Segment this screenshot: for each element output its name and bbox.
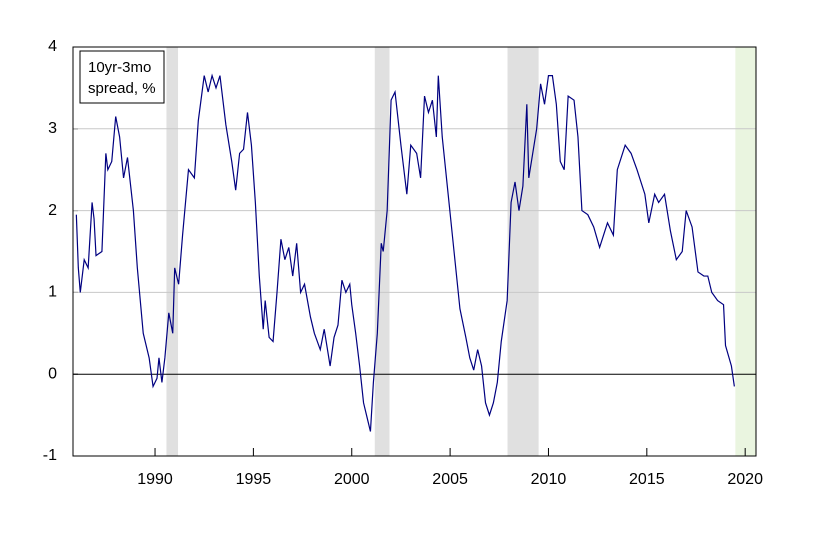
x-tick-label: 2005 [432,471,468,488]
x-tick-label: 2020 [727,471,763,488]
plot-frame [72,46,757,457]
recession-band [374,47,390,456]
y-tick-label: 4 [48,38,57,55]
x-tick-label: 1995 [236,471,272,488]
x-tick-label: 2010 [531,471,567,488]
annotation-box [79,50,165,104]
y-tick-label: 2 [48,202,57,219]
y-tick-label: -1 [43,447,57,464]
y-tick-label: 3 [48,120,57,137]
y-tick-label: 0 [48,365,57,382]
x-tick-label: 1990 [137,471,173,488]
recession-band [507,47,539,456]
recession-band [166,47,179,456]
x-tick-label: 2000 [334,471,370,488]
annotation-text: 10yr-3mo [88,59,151,76]
y-tick-label: 1 [48,284,57,301]
shaded-region [735,47,756,456]
x-tick-label: 2015 [629,471,665,488]
data-line [75,73,735,432]
annotation-text: spread, % [88,80,156,97]
